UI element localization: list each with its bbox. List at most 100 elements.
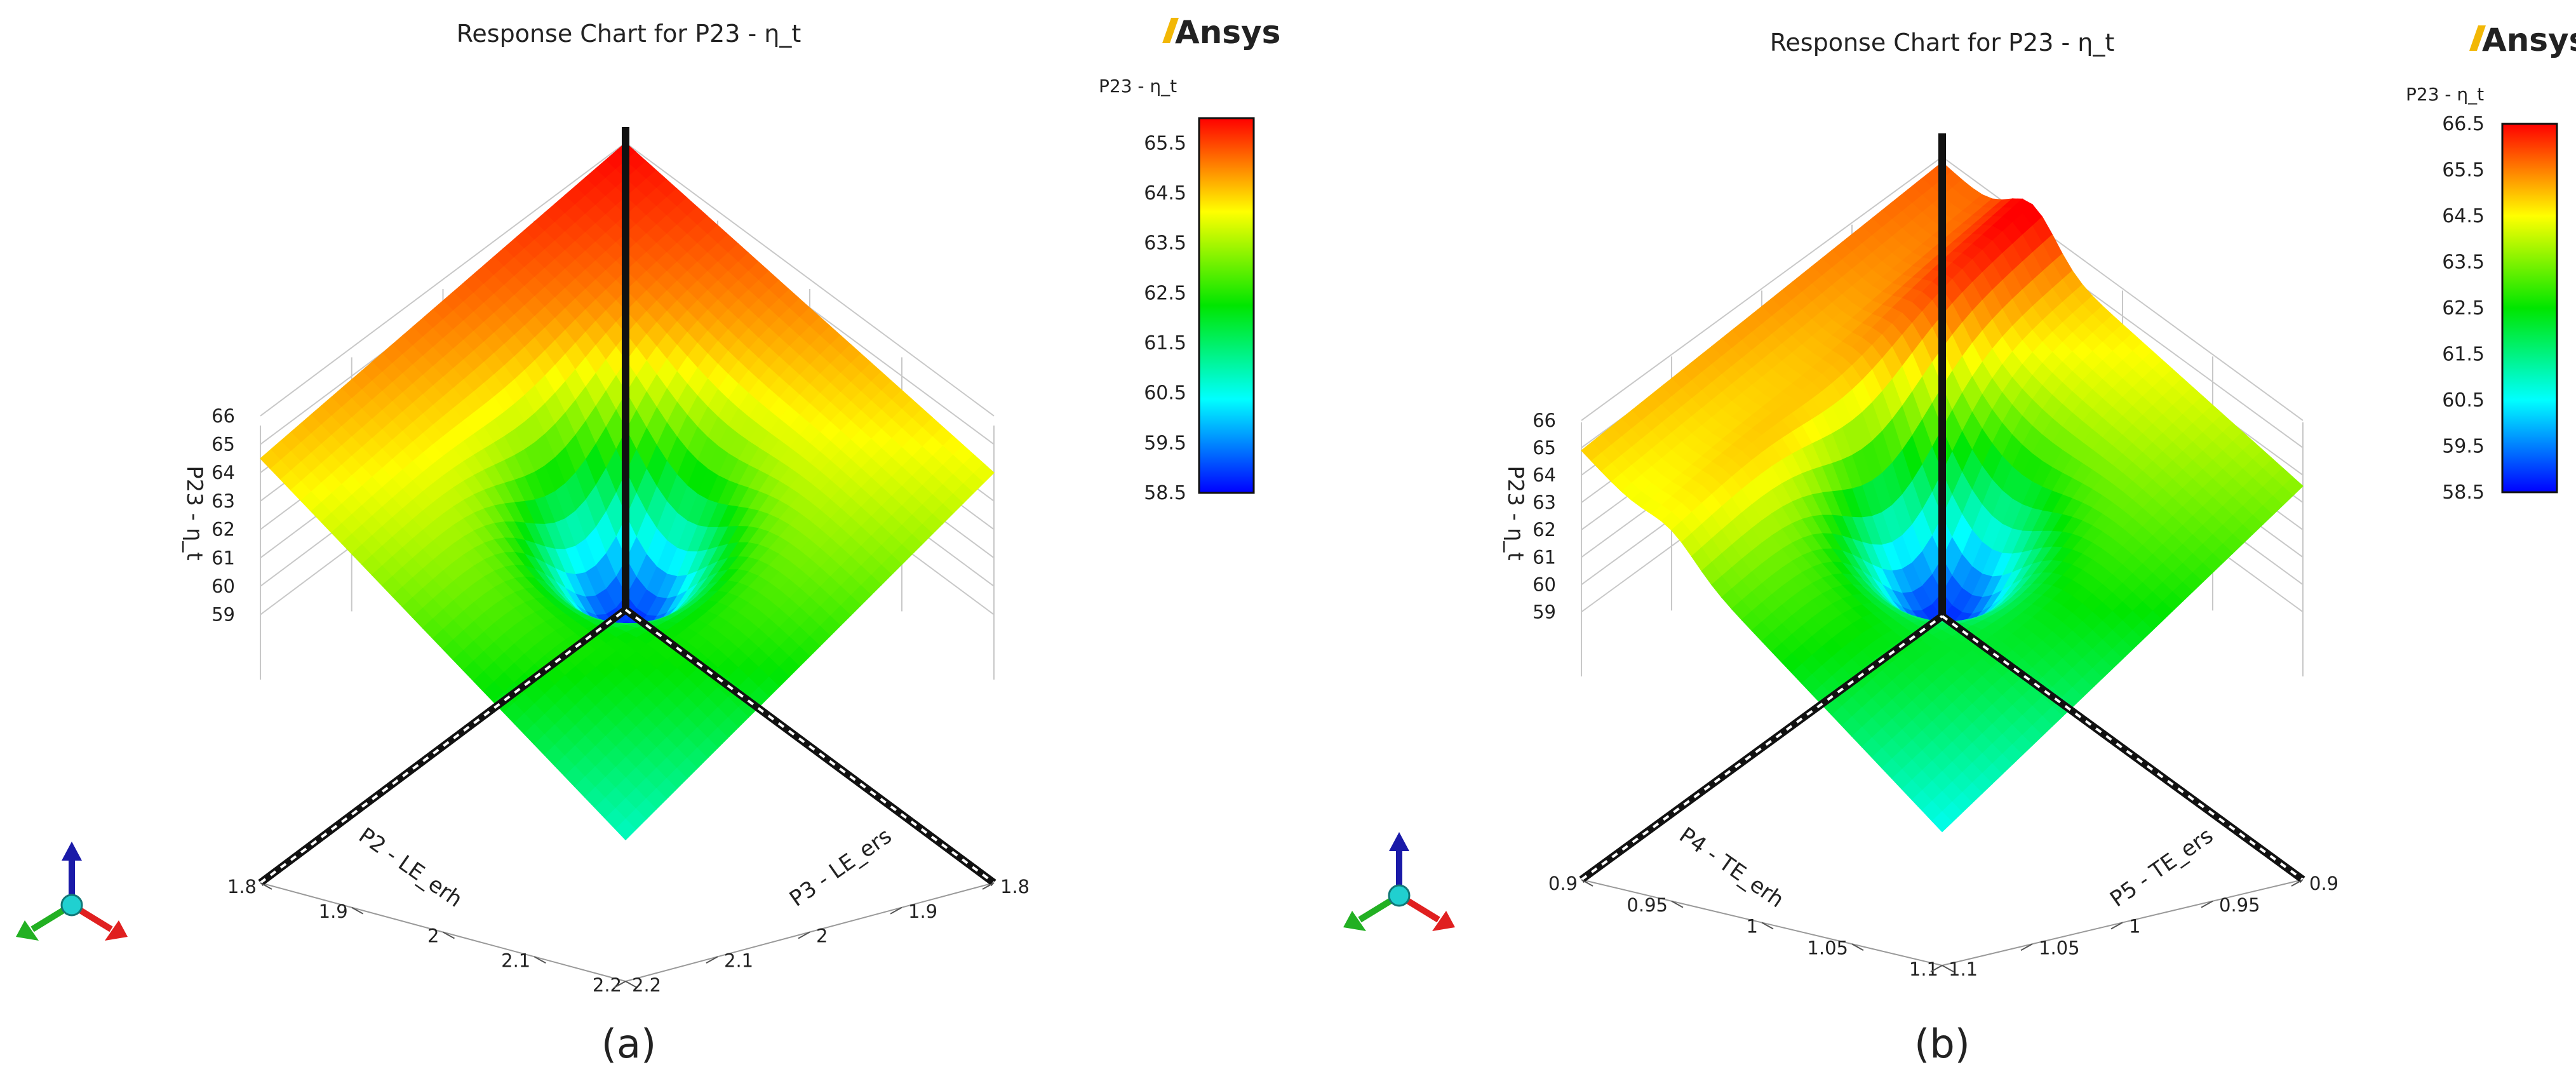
- x-tick: [1942, 965, 1954, 972]
- z-axis-label-a: P23 - η_t: [182, 466, 207, 561]
- x-axis-label-a: P2 - LE_erh: [354, 823, 467, 912]
- z-tick-label: 63: [1533, 492, 1556, 513]
- grid-line: [260, 142, 626, 417]
- x-tick: [260, 882, 272, 890]
- colorbar-tick-label: 64.5: [1144, 182, 1186, 205]
- x-tick: [533, 956, 546, 964]
- z-tick-label: 62: [1533, 519, 1556, 541]
- response-surface-b: [1581, 161, 2304, 833]
- z-tick-label: 59: [1533, 601, 1556, 622]
- ansys-logo-mark: [1162, 18, 1179, 43]
- orientation-triad-a: [16, 842, 128, 941]
- z-axis-label-b: P23 - η_t: [1503, 466, 1528, 561]
- x-tick-label: 1.9: [319, 901, 348, 922]
- x-tick: [1851, 943, 1864, 951]
- grid-line: [625, 142, 995, 417]
- colorbar-tick-label: 58.5: [2442, 481, 2485, 504]
- x-tick-label: 0.9: [1548, 873, 1578, 894]
- colorbar-tick-label: 60.5: [1144, 382, 1186, 405]
- x-tick: [1581, 879, 1593, 887]
- x-tick-label: 1.8: [227, 876, 257, 897]
- colorbar-tick-label: 62.5: [2442, 297, 2485, 319]
- colorbar-title-a: P23 - η_t: [1099, 76, 1177, 97]
- y-tick: [2110, 922, 2123, 930]
- colorbar-gradient: [1198, 117, 1255, 494]
- x-tick-label: 1.05: [1807, 937, 1848, 958]
- orientation-triad-b: [1343, 832, 1455, 931]
- colorbar-tick-label: 59.5: [1144, 432, 1186, 454]
- y-tick: [2201, 900, 2213, 908]
- x-axis-line: [258, 607, 628, 886]
- y-tick-label: 1.1: [1949, 958, 1978, 980]
- surface-facet: [1931, 810, 1953, 833]
- colorbar-tick-label: 65.5: [2442, 159, 2485, 182]
- surface-facet: [615, 818, 636, 841]
- y-tick: [706, 956, 718, 964]
- x-tick: [625, 981, 638, 988]
- colorbar-tick-label: 61.5: [2442, 344, 2485, 366]
- y-tick-label: 1: [2129, 916, 2140, 937]
- colorbar-tick-label: 63.5: [1144, 232, 1186, 255]
- y-tick-label: 2.1: [724, 950, 753, 971]
- colorbar-gradient: [2501, 123, 2558, 494]
- y-tick: [982, 882, 995, 890]
- colorbar-tick-label: 60.5: [2442, 389, 2485, 412]
- ansys-logo-a: Ansys: [1162, 14, 1280, 51]
- y-tick: [614, 981, 626, 988]
- z-tick-label: 60: [1533, 574, 1556, 595]
- x-tick: [443, 931, 455, 939]
- y-tick-label: 0.9: [2309, 873, 2338, 894]
- colorbar-tick-label: 62.5: [1144, 282, 1186, 304]
- ansys-logo-text: Ansys: [2482, 22, 2576, 58]
- x-tick-label: 1: [1747, 916, 1758, 937]
- colorbar-b: P23 - η_t 66.5 65.5 64.5 63.5 62.5 61.5 60.5 59…: [2406, 84, 2558, 504]
- colorbar-tick-label: 65.5: [1144, 132, 1186, 154]
- z-tick-label: 64: [211, 462, 235, 483]
- ansys-logo-b: Ansys: [2469, 22, 2576, 58]
- x-tick-label: 2.1: [501, 950, 530, 971]
- ansys-logo-mark: [2469, 25, 2486, 51]
- z-tick-label: 64: [1533, 464, 1556, 486]
- y-tick: [1930, 965, 1943, 972]
- caption-b: (b): [1914, 1021, 1970, 1067]
- response-surface-a: [260, 142, 995, 841]
- x-axis-label-b: P4 - TE_erh: [1675, 823, 1789, 913]
- z-tick-label: 61: [1533, 546, 1556, 568]
- x-tick: [1671, 900, 1684, 908]
- colorbar-title-b: P23 - η_t: [2406, 84, 2484, 105]
- y-axis-dash: [1941, 615, 2304, 881]
- colorbar-tick-label: 64.5: [2442, 205, 2485, 227]
- axes-b: 66 65 64 63 62 61 60 59 0.9 0.95 1 1.05 1.1 0.9 0.95 1 1…: [1533, 133, 2338, 980]
- chart-title-a: Response Chart for P23 - η_t: [457, 20, 802, 48]
- chart-panel-a: Response Chart for P23 - η_t Ansys 66656…: [16, 14, 1280, 1067]
- axes-a: 66 65 64 63 62 61 60 59 1.8 1.9 2 2.1 2.2 1.8 1.9 2 2.1 2…: [211, 127, 1030, 996]
- grid-line: [1581, 156, 1943, 421]
- y-tick-label: 1.05: [2039, 937, 2080, 958]
- colorbar-tick-label: 59.5: [2442, 436, 2485, 458]
- z-tick-label: 65: [1533, 437, 1556, 459]
- z-tick-label: 63: [211, 490, 235, 512]
- y-tick-label: 0.95: [2219, 894, 2260, 916]
- z-tick-label: 66: [1533, 410, 1556, 431]
- z-tick-label: 65: [211, 434, 235, 455]
- z-tick-label: 59: [211, 604, 235, 626]
- x-tick: [351, 906, 364, 915]
- y-tick: [2291, 879, 2304, 887]
- x-tick-label: 2.2: [593, 974, 622, 996]
- y-tick: [798, 931, 810, 939]
- colorbar-tick-label: 61.5: [1144, 332, 1186, 354]
- caption-a: (a): [601, 1021, 656, 1067]
- y-tick-label: 2: [816, 925, 828, 947]
- x-tick-label: 1.1: [1909, 958, 1938, 980]
- y-tick-label: 2.2: [632, 974, 661, 996]
- y-tick: [890, 906, 902, 915]
- y-axis-dash: [624, 608, 995, 884]
- colorbar-tick-label: 66.5: [2442, 113, 2485, 135]
- colorbar-tick-label: 63.5: [2442, 252, 2485, 274]
- y-axis-label-b: P5 - TE_ers: [2105, 823, 2218, 913]
- ansys-logo-text: Ansys: [1175, 14, 1280, 51]
- y-tick-label: 1.8: [1000, 876, 1030, 897]
- colorbar-tick-label: 58.5: [1144, 482, 1186, 504]
- x-tick-label: 0.95: [1627, 894, 1668, 916]
